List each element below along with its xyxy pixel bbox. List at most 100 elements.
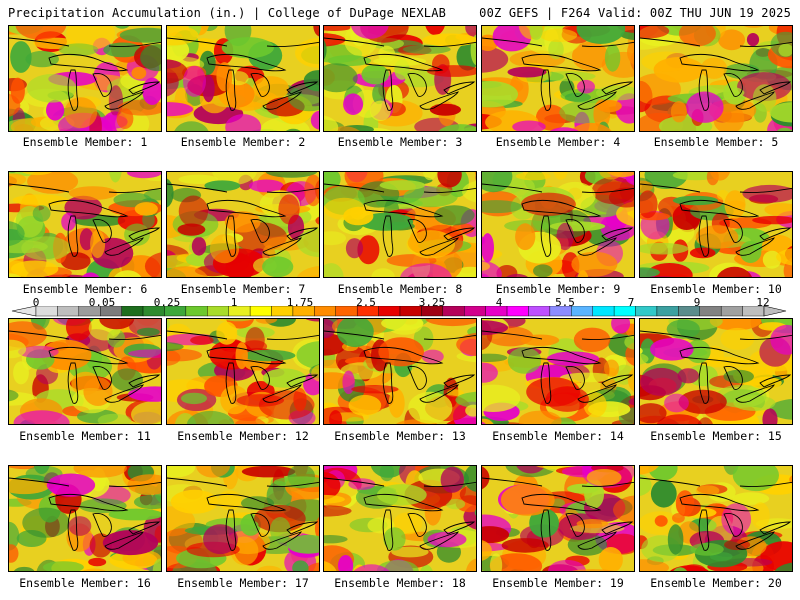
- legend-color-swatch: [78, 306, 101, 317]
- precip-field: [324, 26, 476, 131]
- legend-color-swatch: [613, 306, 636, 317]
- ensemble-member-label: Ensemble Member: 8: [337, 282, 463, 296]
- ensemble-member-map: [481, 465, 635, 572]
- precip-field: [324, 172, 476, 277]
- ensemble-member-label: Ensemble Member: 3: [337, 135, 463, 149]
- ensemble-member-label: Ensemble Member: 6: [22, 282, 148, 296]
- legend-color-bar: [11, 306, 787, 317]
- ensemble-member-label: Ensemble Member: 9: [495, 282, 621, 296]
- legend-color-swatch: [35, 306, 58, 317]
- ensemble-member-label: Ensemble Member: 2: [180, 135, 306, 149]
- precip-field: [324, 466, 476, 571]
- precip-field: [640, 172, 792, 277]
- precip-field: [167, 172, 319, 277]
- legend-color-swatch: [378, 306, 401, 317]
- legend-color-swatch: [164, 306, 187, 317]
- ensemble-member-map: [323, 465, 477, 572]
- precip-field: [9, 172, 161, 277]
- precip-field: [167, 26, 319, 131]
- ensemble-member-label: Ensemble Member: 13: [334, 429, 466, 443]
- color-legend: 0 0.05 0.25 1 1.75 2.5 3.25 4 5.5 7 9 12: [0, 296, 800, 320]
- ensemble-member-map: [481, 171, 635, 278]
- ensemble-member-label: Ensemble Member: 11: [19, 429, 151, 443]
- ensemble-member-label: Ensemble Member: 17: [177, 576, 309, 590]
- precip-field: [9, 26, 161, 131]
- legend-color-swatch: [399, 306, 422, 317]
- legend-color-swatch: [228, 306, 251, 317]
- ensemble-member-label: Ensemble Member: 5: [653, 135, 779, 149]
- ensemble-member-label: Ensemble Member: 7: [180, 282, 306, 296]
- legend-color-swatch: [292, 306, 315, 317]
- legend-tick-label: 1: [230, 296, 238, 309]
- precip-field: [482, 466, 634, 571]
- ensemble-member-map: [166, 318, 320, 425]
- legend-color-swatch: [121, 306, 144, 317]
- ensemble-member-map: [639, 465, 793, 572]
- legend-color-swatch: [656, 306, 679, 317]
- ensemble-member-map: [166, 171, 320, 278]
- legend-tick-label: 0: [32, 296, 40, 309]
- legend-color-swatch: [549, 306, 572, 317]
- legend-tick-label: 0.25: [153, 296, 181, 309]
- legend-color-swatch: [249, 306, 272, 317]
- legend-color-swatch: [528, 306, 551, 317]
- ensemble-member-map: [8, 318, 162, 425]
- ensemble-member-map: [323, 25, 477, 132]
- legend-color-swatch: [100, 306, 122, 317]
- run-valid-time: 00Z GEFS | F264 Valid: 00Z THU JUN 19 20…: [479, 6, 791, 20]
- legend-color-swatch: [742, 306, 765, 317]
- legend-tick-label: 7: [627, 296, 635, 309]
- legend-color-swatch: [314, 306, 336, 317]
- legend-max-arrow: [763, 306, 787, 317]
- ensemble-member-map: [8, 465, 162, 572]
- legend-tick-label: 9: [693, 296, 701, 309]
- precip-field: [167, 466, 319, 571]
- legend-color-swatch: [506, 306, 529, 317]
- page-title: Precipitation Accumulation (in.) | Colle…: [8, 6, 447, 20]
- precip-field: [482, 172, 634, 277]
- legend-tick-label: 5.5: [555, 296, 575, 309]
- legend-color-swatch: [142, 306, 165, 317]
- precip-field: [640, 26, 792, 131]
- legend-color-swatch: [592, 306, 615, 317]
- legend-color-swatch: [442, 306, 465, 317]
- ensemble-member-map: [166, 25, 320, 132]
- legend-color-swatch: [57, 306, 80, 317]
- ensemble-member-map: [323, 171, 477, 278]
- ensemble-member-label: Ensemble Member: 4: [495, 135, 621, 149]
- ensemble-member-map: [639, 171, 793, 278]
- legend-tick-label: 2.5: [356, 296, 376, 309]
- legend-color-swatch: [678, 306, 700, 317]
- precip-field: [640, 319, 792, 424]
- ensemble-member-label: Ensemble Member: 10: [650, 282, 782, 296]
- legend-color-swatch: [464, 306, 486, 317]
- ensemble-member-label: Ensemble Member: 18: [334, 576, 466, 590]
- ensemble-member-label: Ensemble Member: 14: [492, 429, 624, 443]
- ensemble-member-label: Ensemble Member: 15: [650, 429, 782, 443]
- ensemble-member-map: [8, 25, 162, 132]
- legend-color-swatch: [571, 306, 593, 317]
- legend-tick-label: 3.25: [418, 296, 446, 309]
- ensemble-member-map: [8, 171, 162, 278]
- ensemble-member-map: [639, 318, 793, 425]
- legend-color-swatch: [699, 306, 722, 317]
- legend-color-swatch: [207, 306, 229, 317]
- legend-tick-label: 4: [495, 296, 503, 309]
- legend-tick-label: 0.05: [88, 296, 116, 309]
- legend-min-arrow: [11, 306, 37, 317]
- precip-field: [482, 26, 634, 131]
- precip-field: [9, 319, 161, 424]
- page-header: Precipitation Accumulation (in.) | Colle…: [0, 0, 800, 24]
- precip-field: [482, 319, 634, 424]
- legend-color-swatch: [720, 306, 743, 317]
- ensemble-member-map: [166, 465, 320, 572]
- precip-field: [167, 319, 319, 424]
- legend-color-swatch: [185, 306, 208, 317]
- legend-tick-label: 12: [756, 296, 770, 309]
- ensemble-member-label: Ensemble Member: 1: [22, 135, 148, 149]
- ensemble-member-label: Ensemble Member: 19: [492, 576, 624, 590]
- ensemble-member-map: [323, 318, 477, 425]
- precip-field: [324, 319, 476, 424]
- legend-color-swatch: [485, 306, 508, 317]
- legend-color-swatch: [635, 306, 658, 317]
